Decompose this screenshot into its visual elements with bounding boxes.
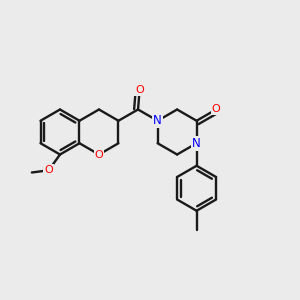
Text: N: N — [153, 114, 162, 127]
Text: O: O — [94, 149, 103, 160]
Text: O: O — [212, 104, 220, 115]
Text: O: O — [44, 165, 53, 175]
Text: N: N — [192, 137, 201, 150]
Text: O: O — [135, 85, 144, 95]
